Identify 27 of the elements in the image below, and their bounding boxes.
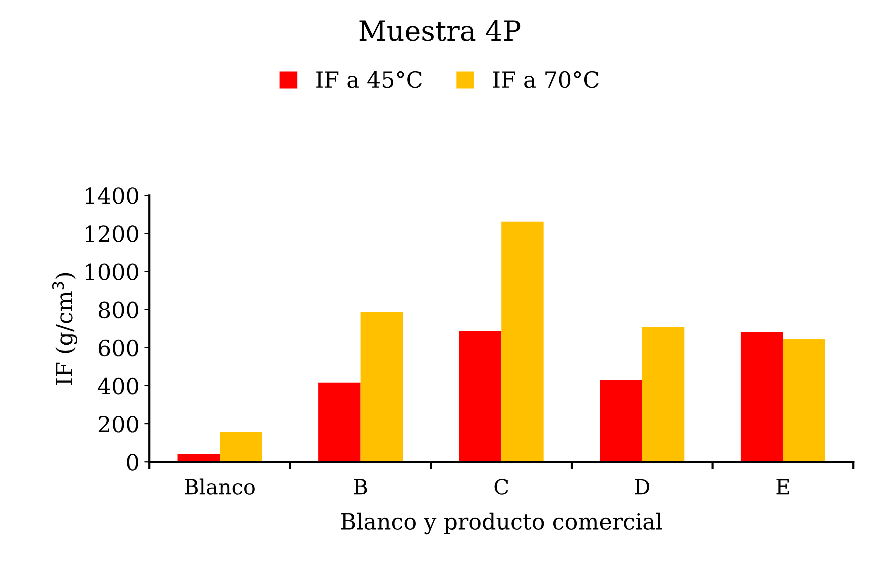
bar [220, 432, 262, 462]
y-tick-label: 600 [98, 340, 138, 357]
y-tick-label: 1000 [86, 264, 138, 281]
bar [600, 380, 642, 462]
x-tick-label: D [635, 479, 650, 495]
y-tick-label: 200 [98, 416, 138, 433]
x-tick-label: Blanco [185, 478, 255, 495]
x-tick-label: B [354, 479, 368, 495]
bar [360, 312, 404, 462]
bar [783, 340, 826, 462]
y-tick-label: 1200 [86, 226, 138, 242]
y-tick-label: 400 [98, 378, 138, 395]
bar [318, 382, 361, 462]
x-tick-label: E [776, 479, 790, 495]
legend-label: IF a 45°C [316, 71, 422, 88]
chart-title: Muestra 4P [360, 20, 521, 42]
bar [502, 222, 544, 462]
y-axis-title: IF (g/cm$^{3}$) [52, 273, 78, 385]
bar [459, 331, 502, 462]
legend-label: IF a 70°C [493, 71, 599, 88]
bar [642, 327, 685, 462]
y-tick-label: 800 [98, 302, 138, 319]
x-tick-label: C [494, 479, 508, 495]
x-axis-title: Blanco y producto comercial [341, 512, 662, 535]
bar [740, 332, 784, 462]
y-tick-label: 1400 [86, 188, 138, 204]
y-tick-label: 0 [127, 454, 138, 471]
